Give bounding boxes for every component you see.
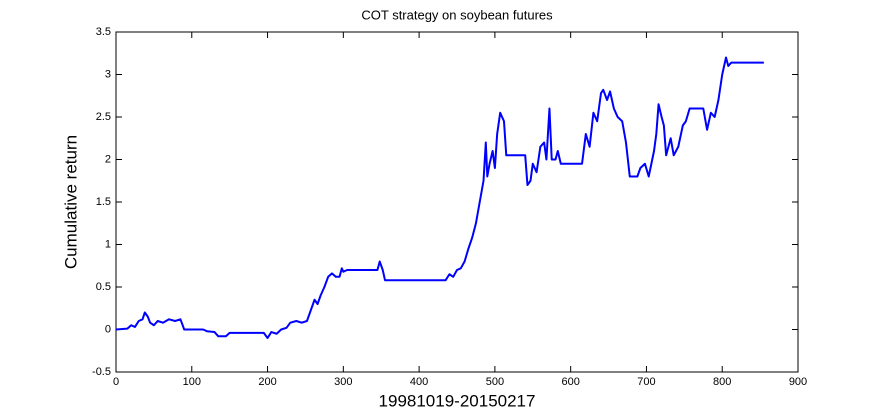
y-tick-label: -0.5 <box>92 366 111 378</box>
x-tick-label: 800 <box>713 376 731 388</box>
x-tick-label: 500 <box>486 376 504 388</box>
x-tick-label: 700 <box>637 376 655 388</box>
x-tick-label: 100 <box>183 376 201 388</box>
x-tick-label: 200 <box>258 376 276 388</box>
y-tick-label: 3 <box>105 68 111 80</box>
x-axis-label: 19981019-20150217 <box>379 391 536 410</box>
y-axis-label: Cumulative return <box>61 135 80 269</box>
y-tick-label: 2 <box>105 153 111 165</box>
y-tick-label: 1 <box>105 238 111 250</box>
y-tick-label: 1.5 <box>96 196 111 208</box>
y-tick-label: 0 <box>105 323 111 335</box>
plot-box <box>115 31 799 373</box>
x-tick-label: 900 <box>789 376 807 388</box>
chart-title: COT strategy on soybean futures <box>361 7 553 22</box>
y-tick-label: 2.5 <box>96 111 111 123</box>
x-tick-label: 0 <box>113 376 119 388</box>
y-tick-label: 0.5 <box>96 281 111 293</box>
x-tick-label: 300 <box>334 376 352 388</box>
x-tick-label: 400 <box>410 376 428 388</box>
x-tick-label: 600 <box>561 376 579 388</box>
y-tick-label: 3.5 <box>96 26 111 38</box>
data-line <box>115 56 764 339</box>
